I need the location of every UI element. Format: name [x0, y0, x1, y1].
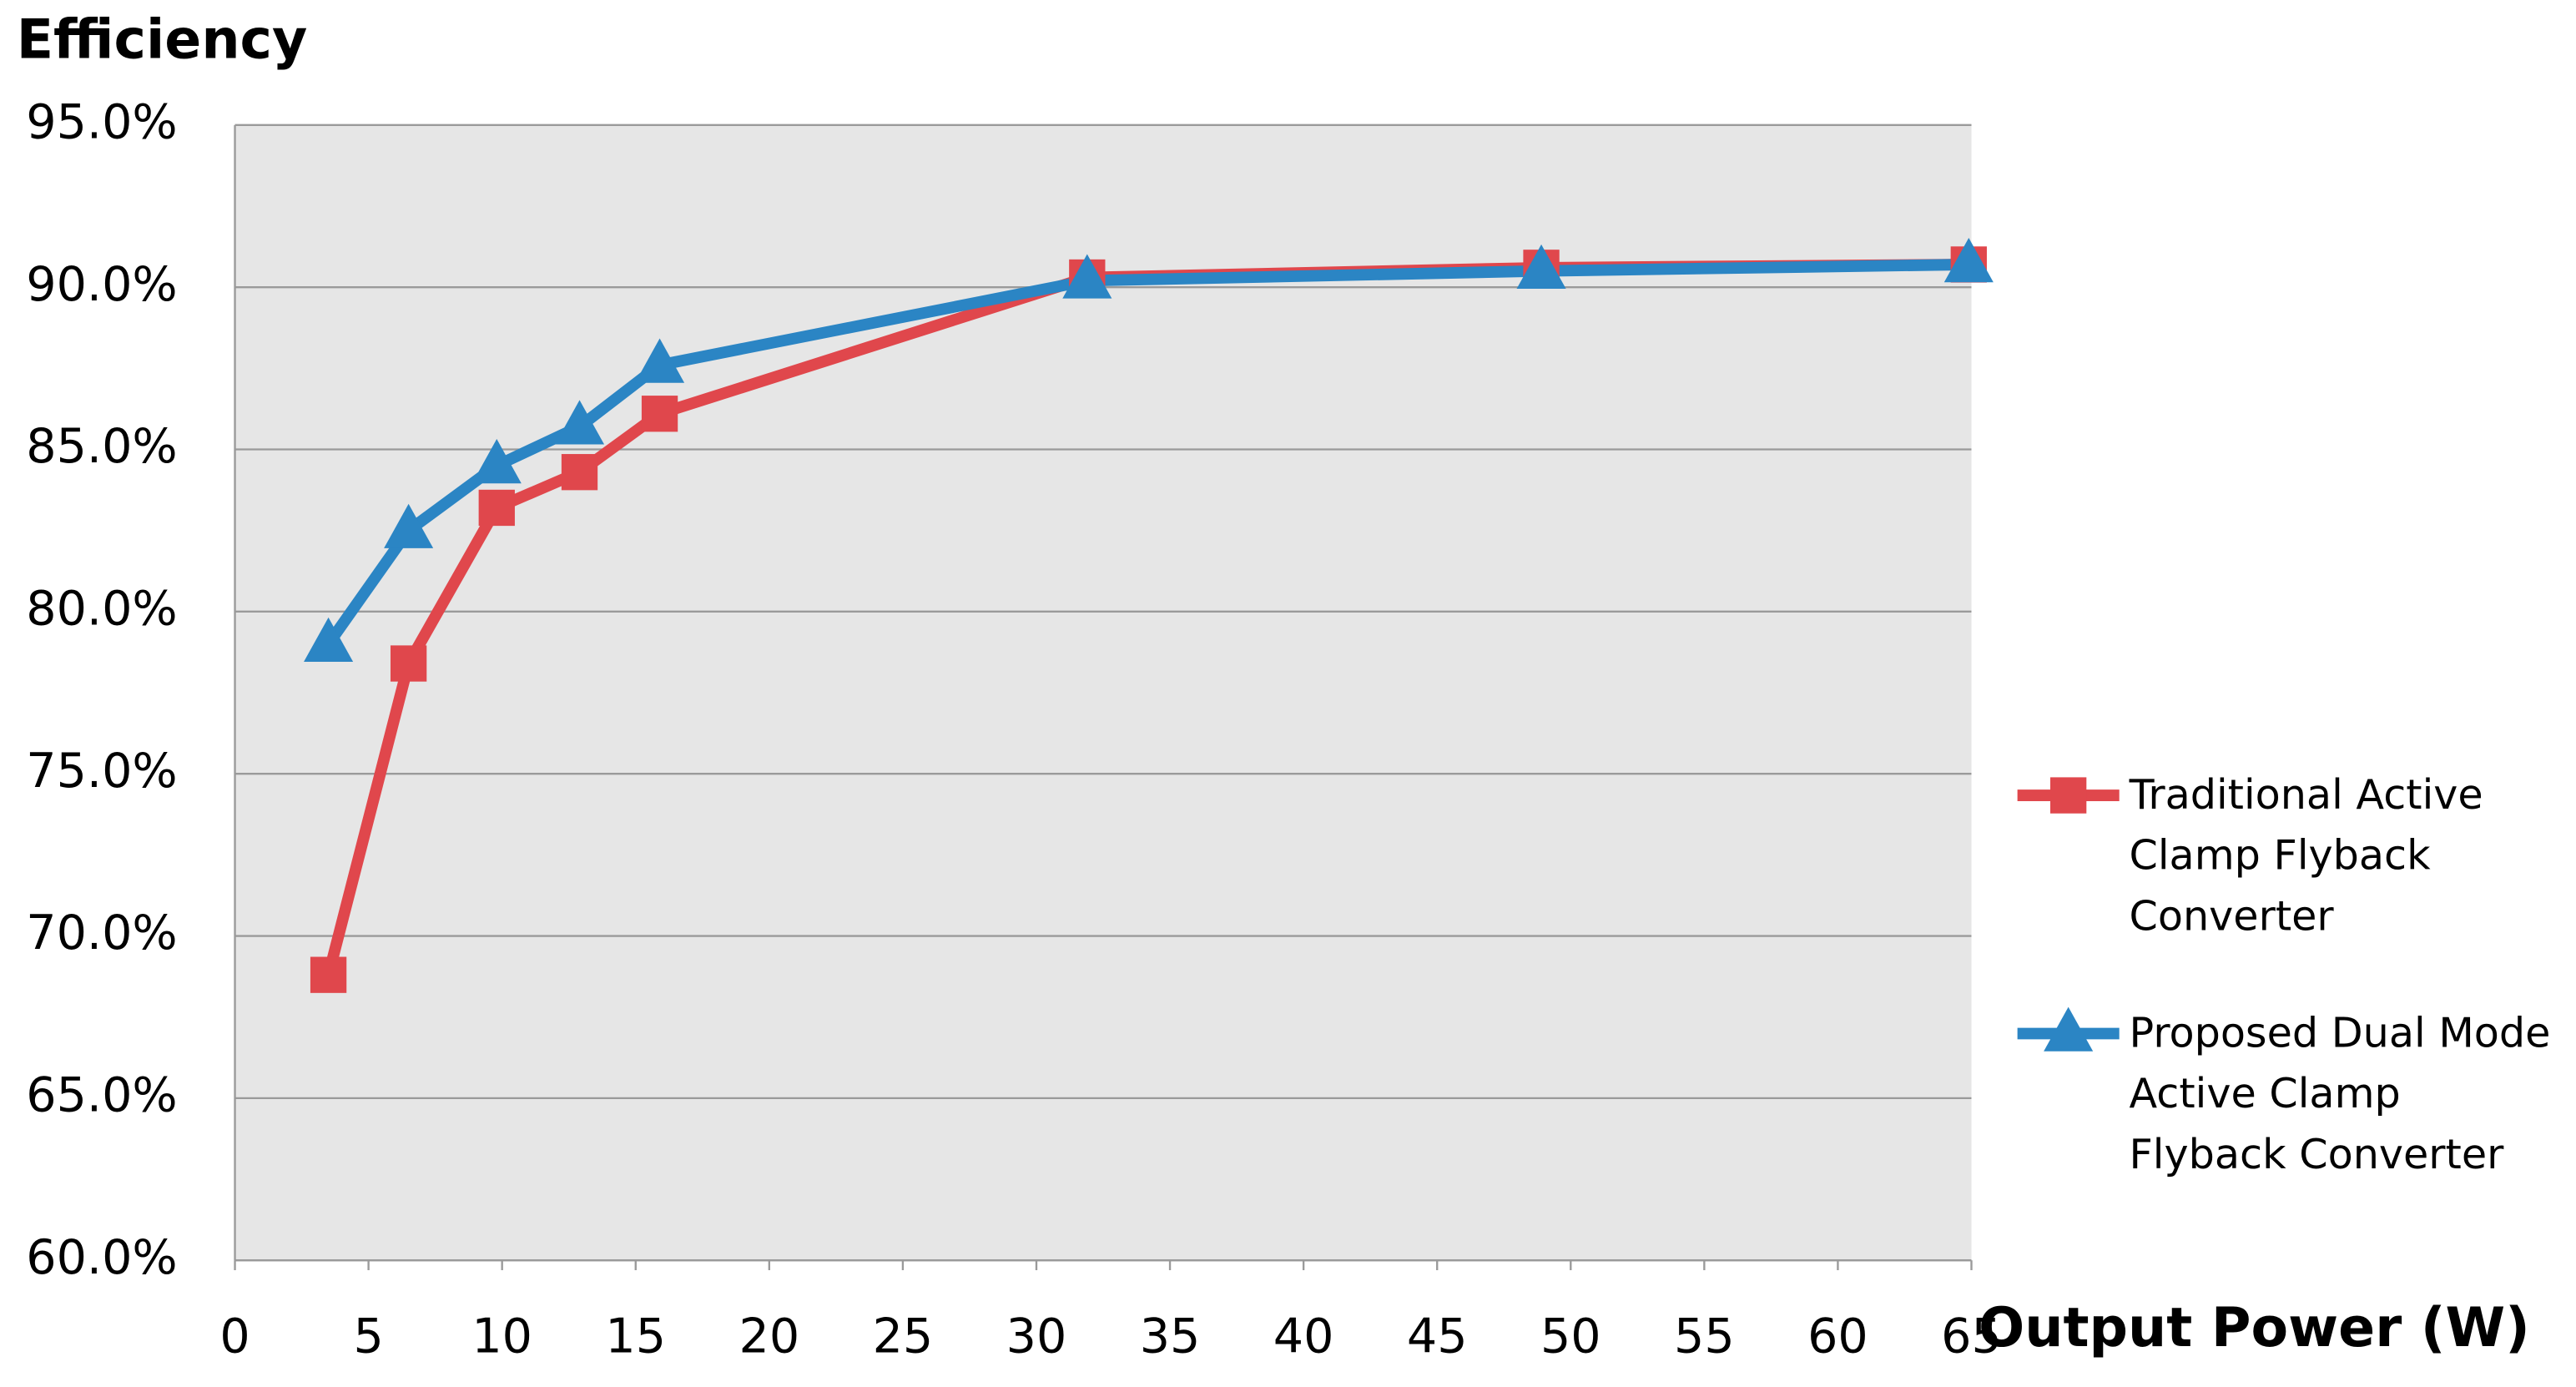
y-tick-label: 80.0%: [26, 581, 177, 636]
data-point: [1062, 254, 1112, 299]
x-tick-label: 20: [739, 1309, 800, 1364]
data-point: [478, 489, 515, 527]
data-point: [384, 503, 434, 548]
legend-entry: Traditional Active Clamp Flyback Convert…: [2129, 770, 2483, 941]
x-tick-label: 55: [1674, 1309, 1735, 1364]
legend-entry: Proposed Dual Mode Active Clamp Flyback …: [2129, 1009, 2551, 1178]
y-tick-label: 95.0%: [26, 94, 177, 149]
chart-title: Efficiency: [17, 8, 308, 71]
data-point: [635, 338, 685, 383]
data-point: [1516, 244, 1566, 289]
data-point: [1943, 238, 1994, 283]
x-axis-label: Output Power (W): [1979, 1297, 2530, 1359]
y-tick-label: 90.0%: [26, 257, 177, 312]
x-tick-label: 35: [1140, 1309, 1201, 1364]
x-tick-label: 45: [1407, 1309, 1468, 1364]
x-tick-label: 0: [219, 1309, 250, 1364]
x-tick-label: 10: [471, 1309, 532, 1364]
y-tick-label: 85.0%: [26, 419, 177, 474]
legend-label: Traditional Active Clamp Flyback Convert…: [2129, 770, 2483, 941]
data-point: [554, 400, 605, 445]
x-tick-label: 5: [353, 1309, 383, 1364]
data-point: [561, 454, 598, 491]
x-tick-label: 65: [1941, 1309, 2002, 1364]
y-tick-label: 65.0%: [26, 1068, 177, 1123]
data-point: [471, 439, 522, 484]
x-tick-label: 60: [1807, 1309, 1868, 1364]
plot-area: [234, 124, 1972, 1261]
x-tick-label: 15: [605, 1309, 666, 1364]
x-tick-label: 40: [1273, 1309, 1334, 1364]
data-point: [390, 645, 427, 682]
data-point: [310, 956, 347, 993]
x-tick-label: 30: [1006, 1309, 1067, 1364]
x-tick-label: 50: [1540, 1309, 1601, 1364]
data-point: [641, 396, 678, 432]
series-line: [323, 259, 1969, 648]
legend-label: Proposed Dual Mode Active Clamp Flyback …: [2129, 1009, 2551, 1178]
legend-marker: [2044, 1006, 2094, 1052]
x-tick-label: 25: [873, 1309, 934, 1364]
y-tick-label: 60.0%: [26, 1230, 177, 1285]
y-tick-label: 75.0%: [26, 744, 177, 799]
data-point: [304, 617, 354, 662]
y-tick-label: 70.0%: [26, 905, 177, 961]
legend-marker: [2050, 777, 2087, 814]
